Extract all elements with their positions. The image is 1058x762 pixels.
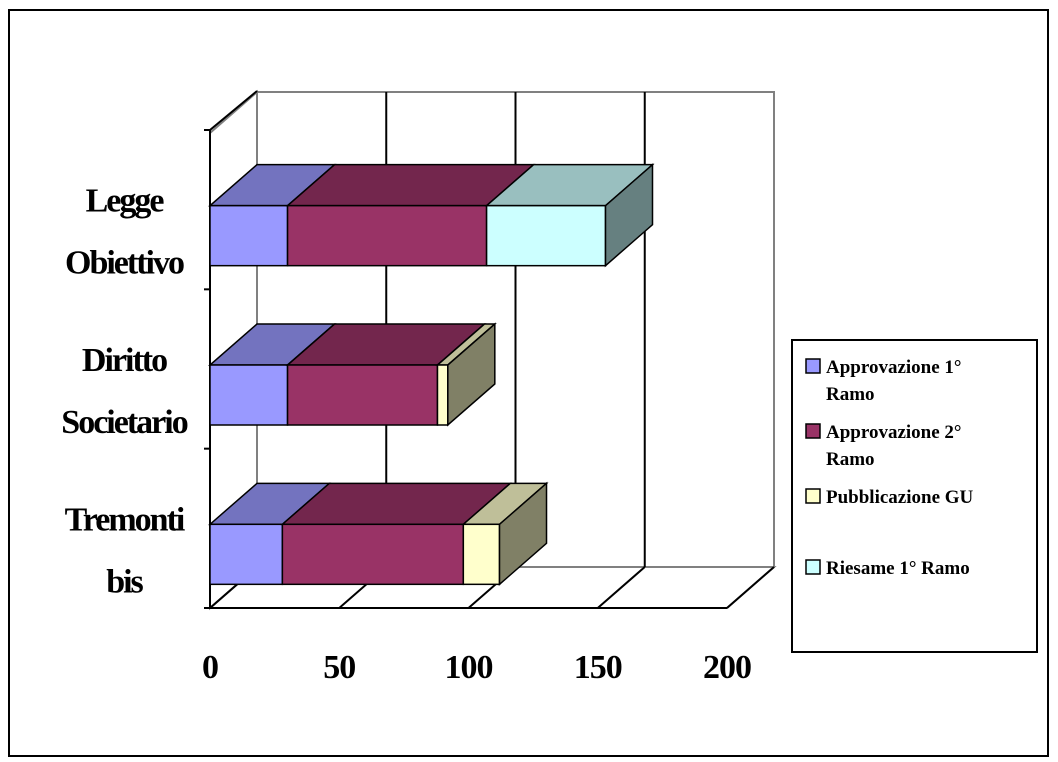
category-label-line: Societario (61, 404, 187, 441)
bar-segment (286, 364, 439, 426)
bar-segment (286, 204, 488, 267)
bar-end-face (447, 322, 496, 427)
category-label-line: Legge (86, 183, 165, 220)
legend-swatch (805, 423, 821, 439)
bar-end-face (604, 163, 654, 268)
legend-swatch (805, 488, 821, 504)
bar-segment (485, 204, 607, 267)
legend-label-line: Approvazione 2° (826, 422, 962, 443)
bar-segment (209, 523, 284, 586)
category-label: Diritto Societario (61, 342, 187, 441)
category-label-line: Obiettivo (65, 245, 184, 282)
legend-label-line: Ramo (826, 449, 875, 470)
legend-label-line: Riesame 1° Ramo (826, 558, 970, 579)
x-tick-label: 50 (323, 649, 355, 686)
x-tick-label: 150 (574, 649, 622, 686)
x-tick-label: 100 (445, 649, 493, 686)
legend-box (791, 339, 1038, 653)
legend-label: Riesame 1° Ramo (826, 558, 970, 579)
bar-end-face (498, 481, 548, 586)
legend: Approvazione 1° Ramo Approvazione 2° Ramo Pu… (791, 339, 1038, 653)
legend-label: Approvazione 2° Ramo (826, 422, 962, 470)
legend-label-line: Pubblicazione GU (826, 487, 974, 508)
category-label: Legge Obiettivo (65, 183, 184, 282)
legend-swatch (805, 559, 821, 575)
bar-segment (209, 204, 289, 267)
floor-gridline (597, 566, 646, 609)
x-tick-label: 0 (202, 649, 218, 686)
legend-swatch (805, 358, 821, 374)
category-label: Tremonti bis (65, 501, 185, 600)
legend-label-line: Approvazione 1° (826, 357, 962, 378)
y-axis-top-edge (209, 90, 258, 131)
bar-segment (462, 523, 501, 586)
plot-area: 0 50 100 150 200 Legge Obiettivo Diritto Societa… (61, 89, 777, 686)
category-label-line: bis (106, 563, 143, 600)
bar-segment (281, 523, 465, 586)
floor-gridline (726, 566, 775, 609)
legend-label: Approvazione 1° Ramo (826, 357, 962, 405)
category-label-line: Tremonti (65, 501, 185, 538)
legend-label: Pubblicazione GU (826, 487, 974, 508)
legend-label-line: Ramo (826, 384, 875, 405)
x-tick-label: 200 (703, 649, 751, 686)
category-label-line: Diritto (82, 342, 167, 379)
bar-segment (209, 364, 289, 426)
bar-segment (436, 364, 449, 426)
